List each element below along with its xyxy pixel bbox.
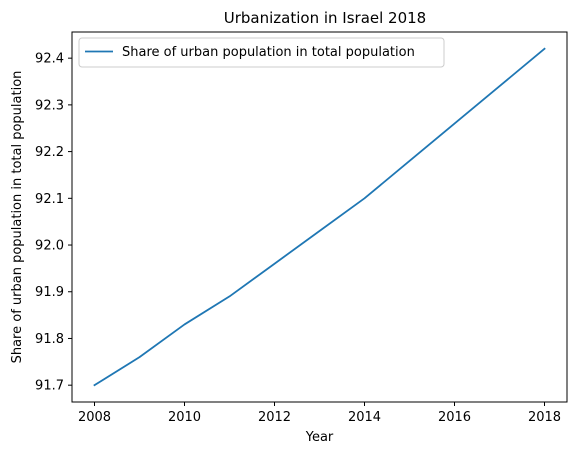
y-tick-label: 91.8 (35, 332, 64, 347)
x-axis: 2008 2010 2012 2014 2016 2018 (78, 402, 561, 425)
x-tick-label: 2016 (438, 410, 471, 425)
y-axis: 91.7 91.8 91.9 92.0 92.1 92.2 92.3 92.4 (35, 52, 72, 394)
series-line (95, 49, 545, 385)
x-tick-label: 2010 (168, 410, 201, 425)
y-tick-label: 92.2 (35, 145, 64, 160)
plot-frame (72, 32, 567, 402)
y-tick-label: 92.3 (35, 98, 64, 113)
x-tick-label: 2014 (348, 410, 381, 425)
x-tick-label: 2008 (78, 410, 111, 425)
plot-area (72, 32, 567, 402)
y-tick-label: 92.0 (35, 239, 64, 254)
y-tick-label: 92.1 (35, 192, 64, 207)
y-axis-label: Share of urban population in total popul… (10, 71, 25, 364)
y-tick-label: 92.4 (35, 52, 64, 67)
x-tick-label: 2012 (258, 410, 291, 425)
x-axis-label: Year (305, 430, 334, 445)
chart-title: Urbanization in Israel 2018 (224, 9, 426, 27)
legend: Share of urban population in total popul… (79, 38, 444, 67)
y-tick-label: 91.7 (35, 379, 64, 394)
x-tick-label: 2018 (528, 410, 561, 425)
legend-label: Share of urban population in total popul… (122, 45, 415, 60)
y-tick-label: 91.9 (35, 285, 64, 300)
series-layer (95, 49, 545, 385)
